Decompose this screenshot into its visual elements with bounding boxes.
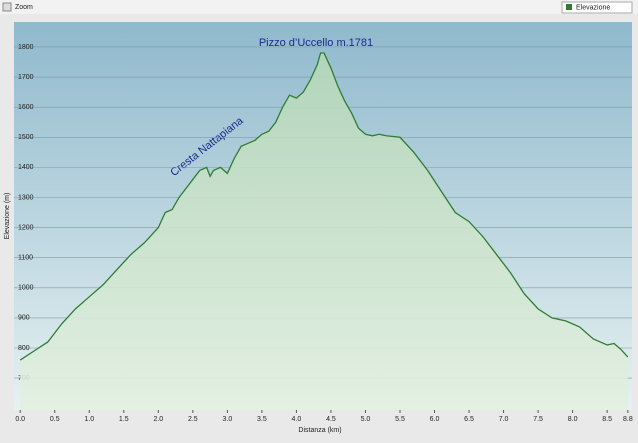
x-tick-label: 4.5 bbox=[326, 416, 336, 423]
x-tick-label: 6.5 bbox=[464, 416, 474, 423]
x-tick-label: 1.5 bbox=[119, 416, 129, 423]
y-tick-label: 1700 bbox=[18, 74, 34, 81]
y-tick-label: 1800 bbox=[18, 44, 34, 51]
zoom-button[interactable]: Zoom bbox=[15, 4, 33, 11]
y-tick-label: 1600 bbox=[18, 104, 34, 111]
x-tick-label: 0.0 bbox=[15, 416, 25, 423]
legend-swatch bbox=[566, 4, 572, 10]
y-axis-title: Elevazione (m) bbox=[4, 193, 11, 240]
toolbar bbox=[0, 0, 638, 14]
y-tick-label: 1300 bbox=[18, 194, 34, 201]
x-axis-title: Distanza (km) bbox=[298, 427, 341, 434]
y-tick-label: 900 bbox=[18, 315, 30, 322]
legend-label: Elevazione bbox=[576, 4, 610, 11]
y-tick-label: 800 bbox=[18, 345, 30, 352]
x-tick-label: 7.5 bbox=[533, 416, 543, 423]
x-tick-label: 3.0 bbox=[222, 416, 232, 423]
elevation-area bbox=[20, 53, 628, 411]
y-tick-label: 1500 bbox=[18, 134, 34, 141]
x-tick-label: 8.0 bbox=[568, 416, 578, 423]
x-tick-label: 0.5 bbox=[50, 416, 60, 423]
x-tick-label: 2.5 bbox=[188, 416, 198, 423]
x-tick-label: 2.0 bbox=[153, 416, 163, 423]
x-tick-label: 4.0 bbox=[292, 416, 302, 423]
elevation-line bbox=[19, 52, 629, 361]
y-tick-label: 1200 bbox=[18, 224, 34, 231]
x-tick-label: 5.5 bbox=[395, 416, 405, 423]
x-tick-label: 6.0 bbox=[430, 416, 440, 423]
x-tick-label: 8.5 bbox=[602, 416, 612, 423]
x-tick-label: 8.8 bbox=[623, 416, 633, 423]
peak-annotation: Pizzo d’Uccello m.1781 bbox=[259, 37, 373, 49]
zoom-icon[interactable] bbox=[2, 2, 12, 12]
x-tick-label: 3.5 bbox=[257, 416, 267, 423]
y-tick-label: 1000 bbox=[18, 285, 34, 292]
x-tick-label: 1.0 bbox=[84, 416, 94, 423]
x-tick-label: 5.0 bbox=[361, 416, 371, 423]
y-tick-label: 1400 bbox=[18, 164, 34, 171]
legend-box bbox=[561, 1, 633, 14]
y-tick-label: 1100 bbox=[18, 255, 33, 262]
x-tick-label: 7.0 bbox=[499, 416, 509, 423]
